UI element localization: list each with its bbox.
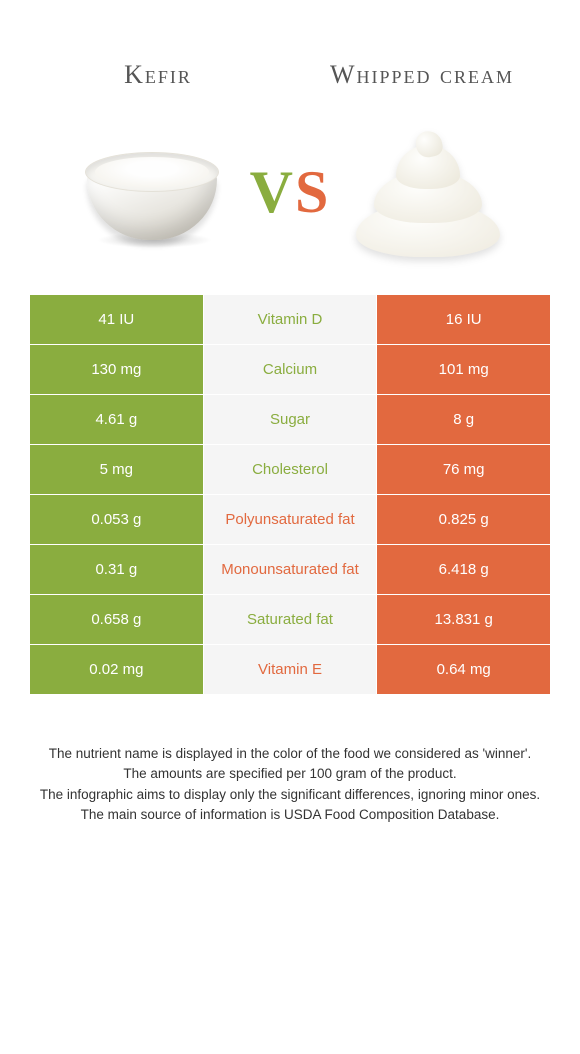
vs-row: VS bbox=[30, 120, 550, 265]
table-row: 5 mgCholesterol76 mg bbox=[30, 445, 550, 494]
nutrient-label: Polyunsaturated fat bbox=[204, 495, 377, 544]
left-value: 4.61 g bbox=[30, 395, 203, 444]
right-value: 101 mg bbox=[377, 345, 550, 394]
comparison-table: 41 IUVitamin D16 IU130 mgCalcium101 mg4.… bbox=[30, 295, 550, 694]
table-row: 0.658 gSaturated fat13.831 g bbox=[30, 595, 550, 644]
left-value: 41 IU bbox=[30, 295, 203, 344]
nutrient-label: Sugar bbox=[204, 395, 377, 444]
left-value: 0.02 mg bbox=[30, 645, 203, 694]
left-value: 130 mg bbox=[30, 345, 203, 394]
vs-s-letter: S bbox=[295, 159, 330, 225]
footer-line-2: The amounts are specified per 100 gram o… bbox=[30, 764, 550, 784]
left-food-title: Kefir bbox=[50, 60, 266, 90]
left-value: 0.658 g bbox=[30, 595, 203, 644]
nutrient-label: Calcium bbox=[204, 345, 377, 394]
vs-v-letter: V bbox=[250, 159, 295, 225]
left-value: 0.053 g bbox=[30, 495, 203, 544]
nutrient-label: Vitamin D bbox=[204, 295, 377, 344]
header: Kefir Whipped cream bbox=[30, 20, 550, 110]
table-row: 0.02 mgVitamin E0.64 mg bbox=[30, 645, 550, 694]
right-food-title: Whipped cream bbox=[314, 60, 530, 90]
footer-notes: The nutrient name is displayed in the co… bbox=[30, 744, 550, 825]
nutrient-label: Cholesterol bbox=[204, 445, 377, 494]
nutrient-label: Monounsaturated fat bbox=[204, 545, 377, 594]
right-value: 0.64 mg bbox=[377, 645, 550, 694]
right-value: 16 IU bbox=[377, 295, 550, 344]
table-row: 0.31 gMonounsaturated fat6.418 g bbox=[30, 545, 550, 594]
right-value: 13.831 g bbox=[377, 595, 550, 644]
table-row: 0.053 gPolyunsaturated fat0.825 g bbox=[30, 495, 550, 544]
vs-label: VS bbox=[250, 158, 331, 227]
footer-line-4: The main source of information is USDA F… bbox=[30, 805, 550, 825]
right-value: 76 mg bbox=[377, 445, 550, 494]
right-value: 0.825 g bbox=[377, 495, 550, 544]
infographic-container: Kefir Whipped cream VS 41 IUVitamin D16 … bbox=[0, 0, 580, 845]
nutrient-label: Vitamin E bbox=[204, 645, 377, 694]
table-row: 4.61 gSugar8 g bbox=[30, 395, 550, 444]
footer-line-1: The nutrient name is displayed in the co… bbox=[30, 744, 550, 764]
kefir-image bbox=[65, 120, 240, 265]
table-row: 41 IUVitamin D16 IU bbox=[30, 295, 550, 344]
right-value: 6.418 g bbox=[377, 545, 550, 594]
footer-line-3: The infographic aims to display only the… bbox=[30, 785, 550, 805]
table-row: 130 mgCalcium101 mg bbox=[30, 345, 550, 394]
nutrient-label: Saturated fat bbox=[204, 595, 377, 644]
whipped-cream-image bbox=[340, 120, 515, 265]
right-value: 8 g bbox=[377, 395, 550, 444]
left-value: 5 mg bbox=[30, 445, 203, 494]
left-value: 0.31 g bbox=[30, 545, 203, 594]
